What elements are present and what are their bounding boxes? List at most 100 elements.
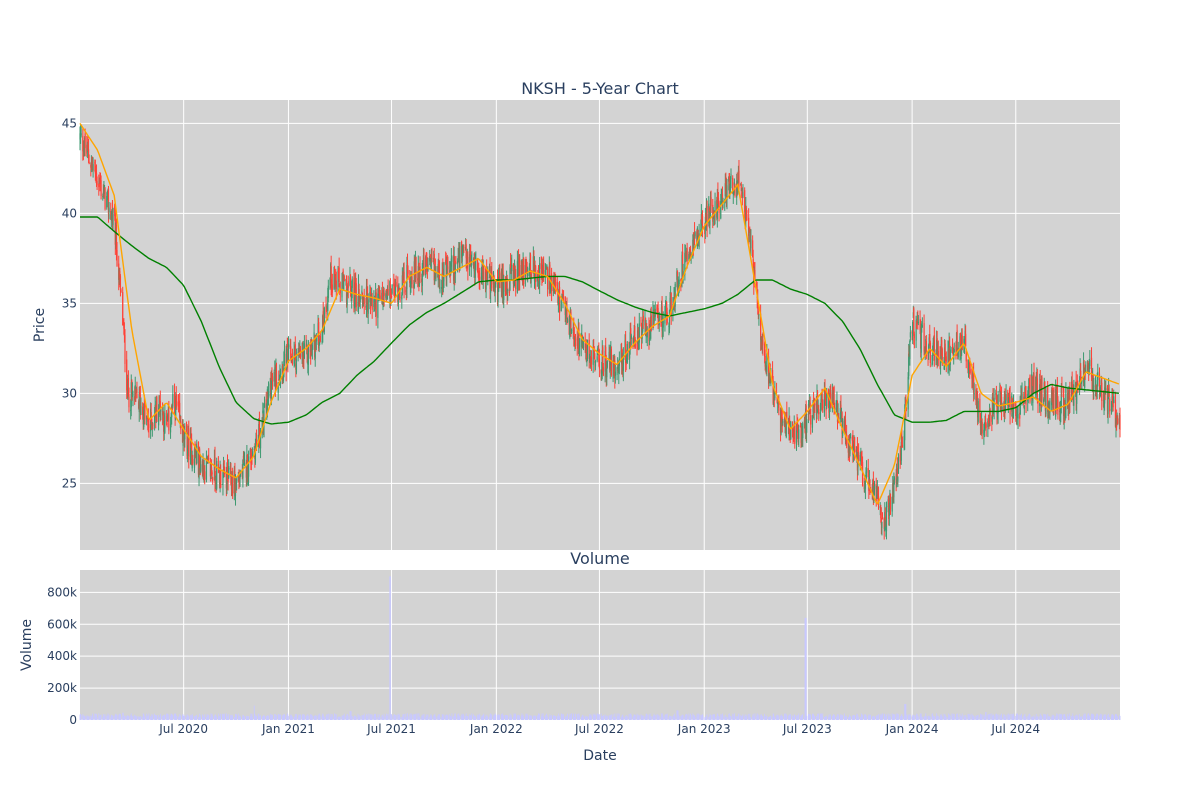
candle-body xyxy=(1099,392,1101,394)
volume-bar xyxy=(692,714,694,720)
volume-bar xyxy=(138,716,140,720)
candle xyxy=(351,276,353,299)
volume-bar xyxy=(126,716,128,720)
candle xyxy=(778,394,780,416)
volume-bar xyxy=(112,715,114,720)
volume-bar xyxy=(310,714,312,720)
volume-bar xyxy=(665,714,667,720)
price-tick-label: 25 xyxy=(62,476,77,490)
volume-bar xyxy=(530,716,532,720)
volume-bar xyxy=(271,715,273,720)
volume-bar xyxy=(147,715,149,720)
candle-body xyxy=(578,328,580,352)
volume-bar xyxy=(375,714,377,720)
candle-body xyxy=(782,421,784,423)
candle xyxy=(734,183,736,198)
candle-body xyxy=(852,440,854,456)
volume-bar xyxy=(171,715,173,720)
volume-bar xyxy=(213,716,215,720)
volume-bar xyxy=(777,714,779,720)
candle-body xyxy=(581,334,583,336)
candle-body xyxy=(395,282,397,286)
candle-body xyxy=(901,445,904,448)
volume-bar xyxy=(495,714,497,720)
candle-body xyxy=(457,260,459,264)
candle-body xyxy=(152,424,154,426)
candle xyxy=(1021,382,1023,406)
candle xyxy=(98,174,100,196)
candle-body xyxy=(621,347,623,365)
candle-body xyxy=(543,262,545,274)
volume-bar xyxy=(638,715,640,720)
candle-body xyxy=(449,269,451,273)
candle-body xyxy=(1103,399,1105,409)
volume-bar xyxy=(473,714,475,720)
volume-bar xyxy=(354,715,355,720)
candle-body xyxy=(749,233,751,245)
candle xyxy=(1015,401,1017,422)
candle xyxy=(90,155,92,173)
volume-bar xyxy=(239,715,240,720)
candle xyxy=(985,422,987,437)
volume-bar xyxy=(819,713,821,720)
volume-bar xyxy=(622,714,624,720)
candle xyxy=(1109,397,1111,418)
candle-body xyxy=(466,253,468,262)
candle-body xyxy=(932,342,934,353)
volume-bar xyxy=(753,716,755,720)
volume-bar xyxy=(178,716,180,720)
volume-bar xyxy=(114,715,116,720)
volume-bar xyxy=(236,714,238,720)
volume-bar xyxy=(291,716,293,720)
volume-bar xyxy=(800,715,802,720)
candle-body xyxy=(810,415,812,425)
volume-bar xyxy=(816,717,818,720)
volume-bar xyxy=(894,714,895,720)
volume-bar xyxy=(893,714,895,720)
volume-bar xyxy=(693,716,695,720)
volume-bar xyxy=(434,716,436,720)
volume-bar xyxy=(628,713,630,720)
volume-bar xyxy=(613,717,615,720)
candle-body xyxy=(717,197,720,203)
candle-body xyxy=(916,321,918,324)
volume-bar xyxy=(413,714,415,720)
candle-body xyxy=(1039,384,1041,406)
volume-bar xyxy=(717,713,719,720)
volume-bar xyxy=(174,714,176,720)
candle-body xyxy=(430,257,433,263)
volume-bar xyxy=(729,715,731,720)
volume-bar xyxy=(601,716,603,720)
volume-bar xyxy=(520,715,522,720)
volume-bar xyxy=(862,715,864,720)
candle xyxy=(383,287,385,307)
candle-body xyxy=(1109,398,1111,412)
volume-bar xyxy=(405,713,407,720)
candle-body xyxy=(836,399,838,404)
candle-body xyxy=(953,349,955,353)
candle-body xyxy=(828,402,831,412)
candle-body xyxy=(839,408,841,420)
candle-body xyxy=(519,260,521,281)
candle-body xyxy=(689,250,692,257)
candle-body xyxy=(311,344,313,351)
candle-body xyxy=(670,293,672,315)
volume-bar xyxy=(310,715,312,720)
volume-bar xyxy=(453,716,455,720)
candle-body xyxy=(642,315,644,322)
candle xyxy=(724,173,726,204)
candle xyxy=(646,326,648,347)
volume-bar xyxy=(842,715,844,720)
candle xyxy=(196,439,198,465)
candle-body xyxy=(283,360,285,377)
volume-bar xyxy=(342,716,344,720)
volume-bar xyxy=(263,714,265,720)
candle xyxy=(258,411,261,449)
candle-body xyxy=(425,253,427,265)
candle xyxy=(447,256,449,276)
volume-bar xyxy=(241,717,243,720)
volume-bar xyxy=(873,715,875,720)
volume-bar xyxy=(371,716,373,720)
volume-bar xyxy=(543,716,545,720)
candle-body xyxy=(134,396,136,401)
